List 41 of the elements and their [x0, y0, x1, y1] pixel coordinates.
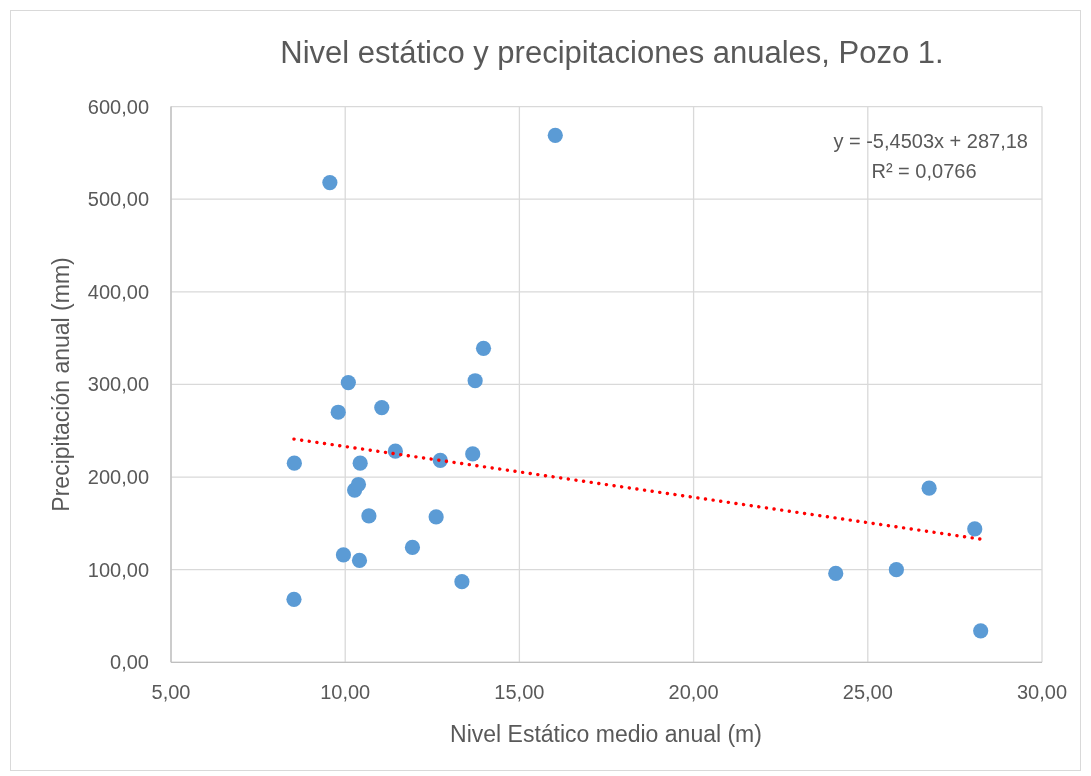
point [475, 340, 492, 356]
x-tick-label: 25,00 [842, 681, 893, 703]
point [361, 508, 377, 524]
annotation: y = -5,4503x + 287,18 [833, 130, 1028, 152]
annotation: R² = 0,0766 [871, 160, 977, 182]
point [973, 623, 989, 639]
y-tick-label: 600,00 [87, 95, 149, 118]
point [374, 400, 390, 416]
x-tick-label: 20,00 [668, 681, 719, 703]
y-tick-label: 200,00 [87, 466, 149, 489]
point [330, 404, 346, 420]
point [404, 539, 421, 556]
point [467, 373, 483, 389]
point [350, 476, 367, 493]
x-tick-label: 15,00 [494, 681, 545, 703]
x-tick-label: 10,00 [320, 681, 371, 703]
y-tick-label: 400,00 [87, 280, 149, 303]
point [286, 455, 302, 471]
point [340, 375, 356, 391]
x-tick-label: 5,00 [151, 681, 191, 703]
point [335, 547, 352, 563]
y-tick-label: 100,00 [87, 558, 149, 581]
point [828, 565, 844, 581]
point [352, 455, 368, 471]
x-axis-title: Nivel Estático medio anual (m) [450, 721, 762, 747]
point [351, 552, 368, 569]
y-tick-label: 300,00 [87, 373, 149, 396]
y-tick-label: 500,00 [87, 188, 149, 211]
point [967, 521, 983, 537]
point [428, 509, 444, 525]
point [547, 127, 563, 143]
y-axis-title: Precipitación anual (mm) [48, 257, 74, 512]
point [465, 446, 481, 462]
x-tick-label: 30,00 [1016, 681, 1068, 703]
chart-title: Nivel estático y precipitaciones anuales, Pozo 1. [280, 35, 944, 70]
y-tick-label: 0,00 [110, 651, 149, 674]
point [888, 562, 904, 578]
point [921, 480, 937, 496]
point [322, 174, 338, 191]
point [454, 574, 470, 590]
point [286, 591, 302, 607]
